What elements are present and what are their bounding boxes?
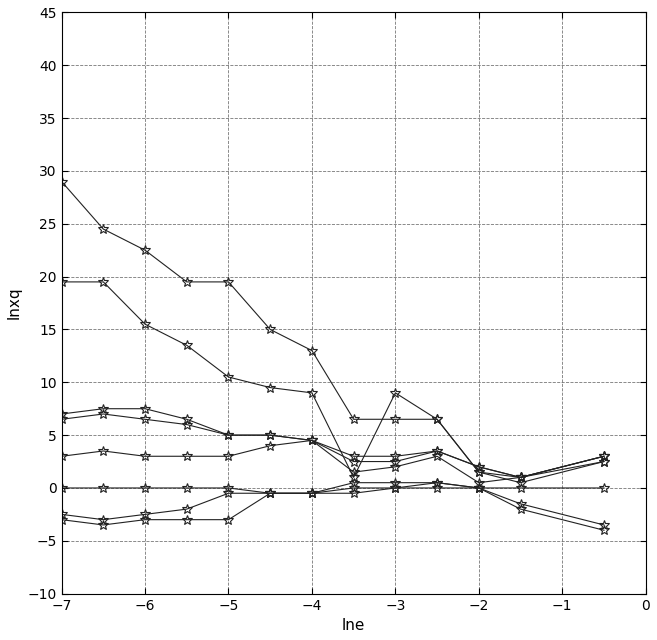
Y-axis label: lnxq: lnxq <box>7 287 22 319</box>
X-axis label: lne: lne <box>342 618 365 633</box>
